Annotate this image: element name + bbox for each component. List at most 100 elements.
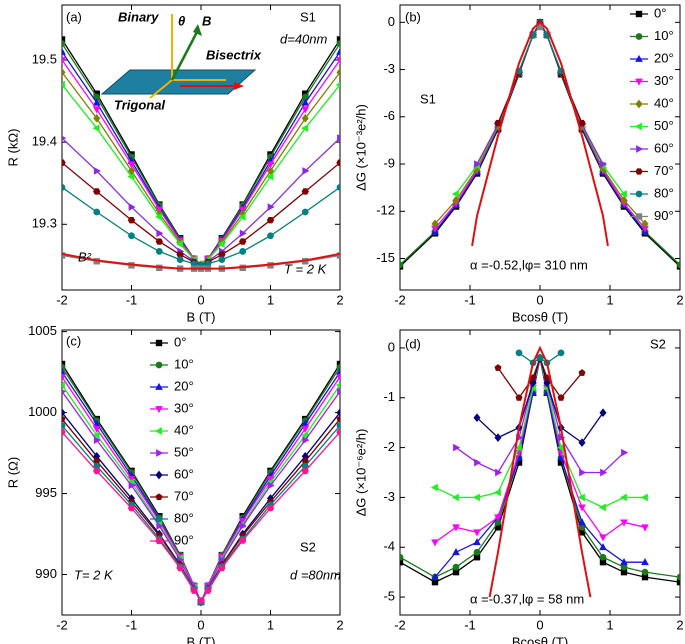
marker <box>238 213 246 221</box>
marker <box>127 217 136 224</box>
marker <box>92 106 101 114</box>
y-axis-label: R (kΩ) <box>5 129 20 167</box>
marker <box>175 240 184 248</box>
y-tick-label: 19.4 <box>32 134 57 149</box>
marker <box>431 539 439 547</box>
marker <box>127 161 136 169</box>
legend-marker <box>635 78 643 86</box>
marker <box>176 251 184 258</box>
marker <box>515 394 523 401</box>
x-tick-label: -2 <box>394 292 406 307</box>
y-tick-label: 995 <box>35 485 57 500</box>
marker <box>557 349 565 357</box>
annotation: S2 <box>650 336 666 351</box>
marker <box>62 415 66 423</box>
marker <box>239 238 247 245</box>
plot-area <box>400 18 680 270</box>
y-tick-label: 19.5 <box>32 51 57 66</box>
marker <box>598 503 606 512</box>
legend-label: 10° <box>654 28 674 43</box>
legend-label: 40° <box>174 422 194 437</box>
inset-diagram <box>100 14 257 99</box>
legend-label: 10° <box>174 356 194 371</box>
marker <box>204 260 212 268</box>
y-tick-label: -5 <box>383 589 395 604</box>
marker <box>93 93 101 101</box>
marker <box>301 425 310 433</box>
x-tick-label: -2 <box>394 617 406 632</box>
panel: -2 -1 0 1 2 0 -1 -2 -3 -4 -5 Bcosθ (T) ΔG (×10⁻⁶e²/h… <box>353 329 684 644</box>
marker <box>301 208 309 216</box>
legend-label: 60° <box>174 466 194 481</box>
marker <box>578 529 586 536</box>
marker <box>641 524 649 532</box>
x-tick-label: 2 <box>676 292 683 307</box>
legend-label: 60° <box>654 140 674 155</box>
annotation: d=40nm <box>280 31 328 46</box>
legend-label: 50° <box>654 118 674 133</box>
y-tick-label: -3 <box>383 489 395 504</box>
legend-marker <box>154 427 162 435</box>
marker <box>676 573 680 581</box>
legend-label: 70° <box>174 488 194 503</box>
marker <box>494 518 502 526</box>
x-axis-label: B (T) <box>187 634 216 644</box>
marker <box>239 248 247 255</box>
marker <box>62 252 66 259</box>
marker <box>578 504 586 512</box>
marker <box>62 47 66 55</box>
marker <box>267 481 275 490</box>
marker <box>495 468 503 477</box>
y-tick-label: -4 <box>383 539 395 554</box>
marker <box>302 436 310 444</box>
legend-label: 70° <box>654 163 674 178</box>
marker <box>431 219 439 229</box>
marker <box>474 160 482 168</box>
annotation: B² <box>78 249 92 264</box>
x-tick-label: 0 <box>197 292 204 307</box>
marker <box>473 164 481 174</box>
legend-marker <box>155 382 163 390</box>
marker <box>267 232 274 240</box>
marker <box>336 40 340 47</box>
marker <box>599 553 607 561</box>
marker <box>620 568 628 576</box>
x-tick-label: 1 <box>606 617 613 632</box>
marker <box>128 481 136 490</box>
annotation: (d) <box>405 336 421 351</box>
marker <box>155 248 163 255</box>
x-axis-label: Bcosθ (T) <box>512 634 568 644</box>
marker <box>301 106 310 114</box>
legend-label: 90° <box>174 532 194 547</box>
marker <box>494 514 502 522</box>
marker <box>599 534 607 542</box>
marker <box>619 190 627 198</box>
fit-line <box>471 20 609 247</box>
marker <box>92 98 101 106</box>
legend-label: 50° <box>174 444 194 459</box>
marker <box>430 483 438 492</box>
x-tick-label: 0 <box>197 617 204 632</box>
x-tick-label: -2 <box>56 617 68 632</box>
x-tick-label: 2 <box>336 292 343 307</box>
panel: -2 -1 0 1 2 19.3 19.4 19.5 B (T) R (kΩ) (a) S1 d=40n… <box>5 4 344 324</box>
marker <box>204 587 212 594</box>
inset-field-arrow <box>170 29 200 81</box>
marker <box>62 374 66 382</box>
annotation: (b) <box>405 9 421 24</box>
marker <box>452 548 460 556</box>
annotation: S2 <box>300 539 316 554</box>
legend-label: 30° <box>174 400 194 415</box>
marker <box>266 172 274 181</box>
annotation: (a) <box>66 9 82 24</box>
legend-marker <box>635 190 643 198</box>
marker <box>62 381 65 389</box>
marker <box>400 261 404 269</box>
marker <box>62 40 66 47</box>
y-tick-label: 1000 <box>28 404 57 419</box>
legend-label: 90° <box>654 208 674 223</box>
marker <box>676 578 680 586</box>
marker <box>452 563 460 571</box>
marker <box>621 448 629 457</box>
marker <box>600 160 608 168</box>
